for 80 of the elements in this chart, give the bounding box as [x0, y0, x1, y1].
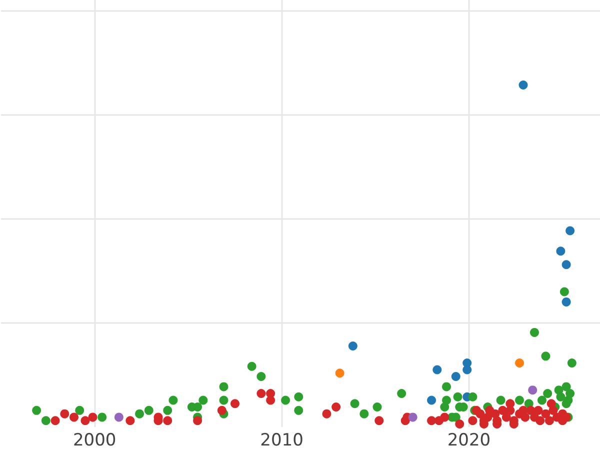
point [75, 406, 84, 415]
point [468, 392, 478, 402]
point [528, 386, 538, 395]
point [294, 392, 304, 402]
point [567, 358, 576, 368]
point [427, 416, 436, 426]
point [462, 365, 472, 374]
point [32, 406, 42, 415]
point [219, 396, 228, 405]
point [70, 412, 79, 422]
point [432, 365, 442, 374]
point [548, 406, 558, 415]
point [50, 416, 60, 426]
point [256, 388, 266, 398]
point [198, 396, 208, 405]
point [534, 406, 543, 415]
point [453, 392, 462, 402]
point [541, 352, 550, 361]
point [544, 416, 554, 426]
point [483, 412, 492, 422]
point [217, 406, 226, 415]
point [163, 416, 172, 426]
point [562, 297, 571, 306]
point [372, 402, 382, 412]
point [476, 409, 485, 418]
point [440, 412, 450, 422]
point [468, 416, 478, 426]
point [518, 80, 528, 90]
point [536, 416, 545, 426]
point [520, 412, 530, 422]
point [496, 396, 506, 405]
point [114, 412, 124, 422]
point [256, 372, 266, 382]
point [230, 399, 240, 408]
point [451, 372, 460, 382]
point [556, 246, 566, 256]
point [126, 416, 135, 426]
point [562, 260, 571, 270]
point [408, 412, 418, 422]
point [543, 388, 552, 398]
point [144, 406, 154, 415]
point [360, 409, 369, 418]
point [562, 399, 571, 408]
point [530, 328, 539, 337]
point [562, 382, 571, 392]
point [88, 412, 98, 422]
point [332, 402, 341, 412]
point [556, 392, 566, 402]
point [60, 409, 70, 418]
point [442, 382, 452, 392]
point [281, 396, 290, 405]
point [98, 412, 107, 422]
point [397, 388, 406, 398]
point [135, 409, 144, 418]
point [440, 402, 450, 412]
point [163, 406, 172, 415]
point [247, 362, 256, 371]
point [374, 416, 384, 426]
point [515, 396, 524, 405]
point [537, 396, 546, 405]
point [335, 368, 344, 378]
x-tick-label: 2000 [72, 430, 116, 450]
point [294, 406, 304, 415]
point [560, 287, 569, 296]
x-tick-label: 2020 [447, 430, 491, 450]
point [266, 396, 276, 405]
point [515, 358, 524, 368]
point [193, 416, 202, 426]
point [41, 416, 50, 426]
point [322, 409, 332, 418]
point [400, 416, 410, 426]
point [566, 226, 575, 236]
point [80, 416, 90, 426]
point [455, 419, 464, 428]
point [219, 382, 228, 392]
point [168, 396, 178, 405]
x-tick-label: 2010 [260, 430, 304, 450]
point [427, 396, 436, 405]
point [348, 342, 358, 351]
point [350, 399, 360, 408]
